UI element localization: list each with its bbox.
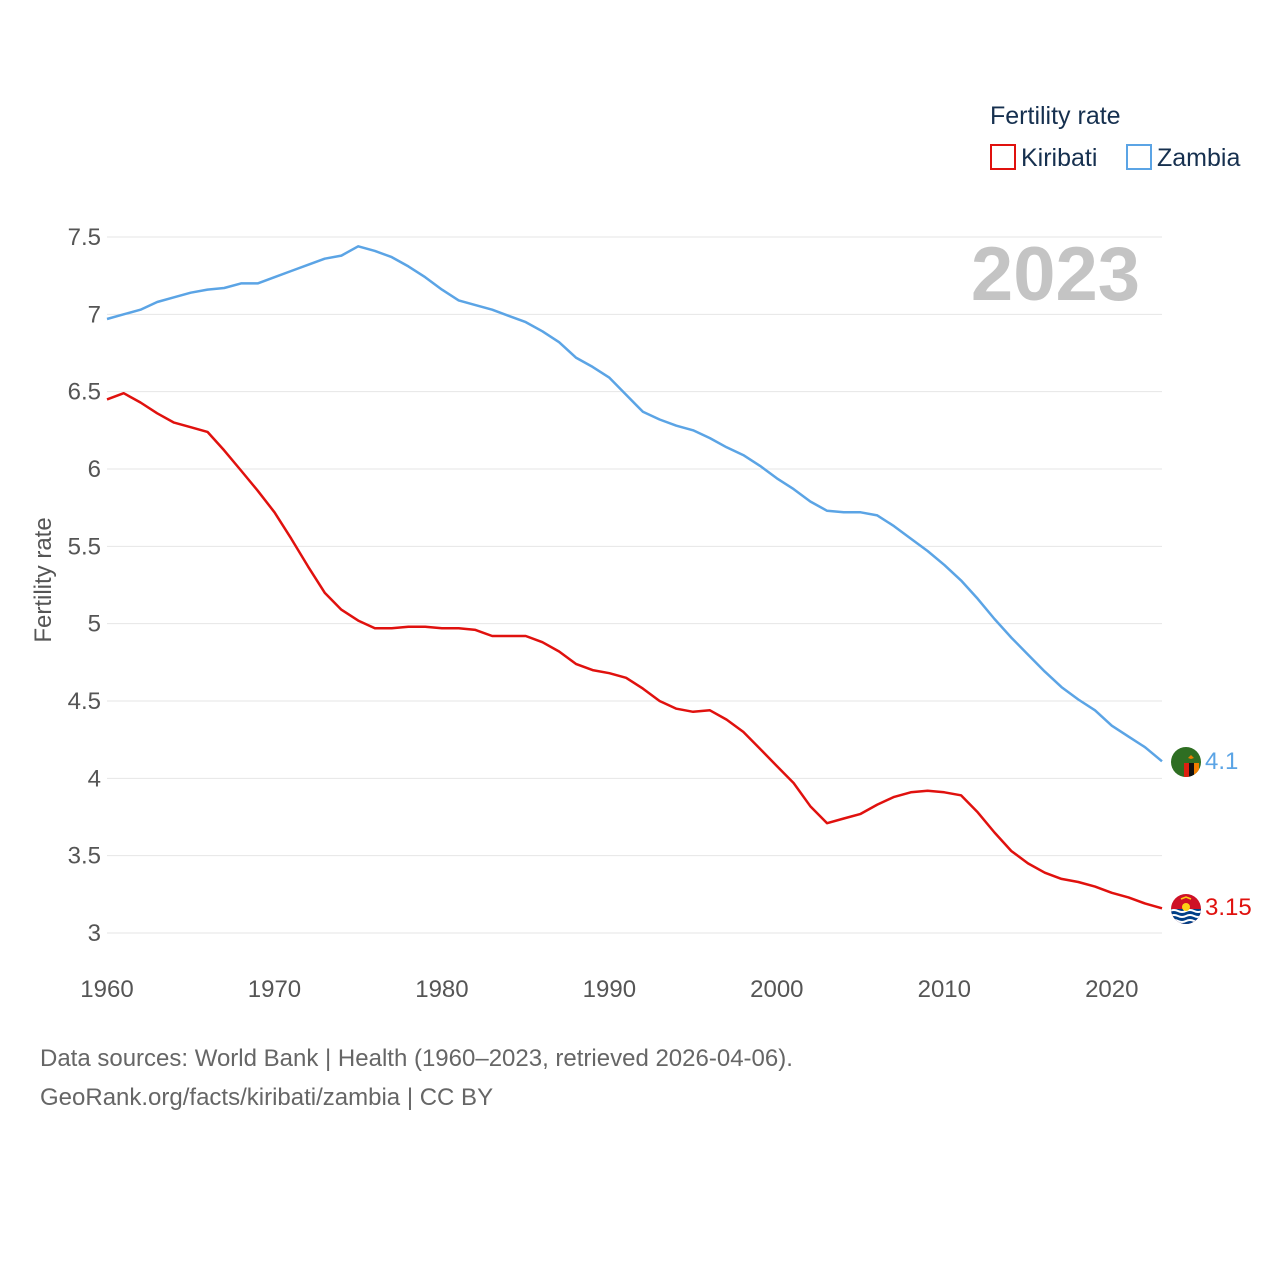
x-tick-label: 2000	[750, 976, 803, 1003]
footer-sources: Data sources: World Bank | Health (1960–…	[40, 1045, 793, 1072]
fertility-rate-chart: 3 3.5 4 4.5 5 5.5 6 6.5 7 7.5 1960 1970 1980 1990 200…	[30, 102, 1252, 1003]
legend-label-zambia[interactable]: Zambia	[1157, 144, 1240, 172]
x-tick-label: 1970	[248, 976, 301, 1003]
series-line-zambia[interactable]	[106, 245, 1163, 763]
end-label-zambia: 4.1	[1205, 748, 1238, 775]
y-tick-label: 3	[88, 920, 101, 947]
x-tick-label: 1960	[80, 976, 133, 1003]
grid-lines	[107, 236, 1162, 934]
legend-swatch-kiribati[interactable]	[990, 144, 1016, 170]
series-line-kiribati[interactable]	[106, 391, 1163, 910]
year-watermark: 2023	[971, 232, 1140, 317]
x-tick-label: 2020	[1085, 976, 1138, 1003]
y-tick-label: 7	[88, 301, 101, 328]
y-tick-label: 6	[88, 456, 101, 483]
kiribati-flag-icon	[1171, 894, 1201, 924]
legend-swatch-zambia[interactable]	[1126, 144, 1152, 170]
legend-label-kiribati[interactable]: Kiribati	[1021, 144, 1097, 172]
y-tick-label: 5.5	[68, 533, 101, 560]
x-tick-label: 2010	[918, 976, 971, 1003]
y-axis-ticks: 3 3.5 4 4.5 5 5.5 6 6.5 7 7.5	[68, 224, 101, 947]
y-tick-label: 3.5	[68, 843, 101, 870]
y-tick-label: 5	[88, 611, 101, 638]
legend-title: Fertility rate	[990, 102, 1121, 130]
y-tick-label: 7.5	[68, 224, 101, 251]
x-axis-ticks: 1960 1970 1980 1990 2000 2010 2020	[80, 976, 1138, 1003]
x-tick-label: 1980	[415, 976, 468, 1003]
x-tick-label: 1990	[583, 976, 636, 1003]
y-tick-label: 4.5	[68, 688, 101, 715]
y-tick-label: 6.5	[68, 379, 101, 406]
zambia-flag-icon	[1171, 747, 1201, 777]
y-axis-label: Fertility rate	[30, 517, 57, 642]
footer-attribution[interactable]: GeoRank.org/facts/kiribati/zambia | CC B…	[40, 1084, 494, 1111]
y-tick-label: 4	[88, 765, 101, 792]
end-label-kiribati: 3.15	[1205, 894, 1252, 921]
